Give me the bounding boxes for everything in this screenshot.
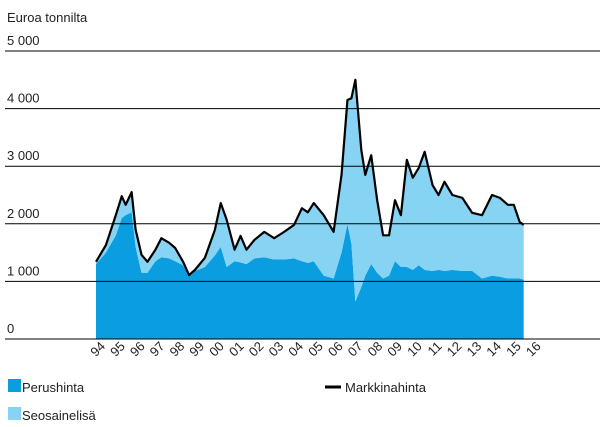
x-tick-label: 94 [87,339,108,360]
x-tick-label: 97 [147,339,168,360]
x-tick-label: 00 [206,339,227,360]
x-tick-label: 96 [127,339,148,360]
x-tick-label: 01 [226,339,247,360]
x-tick-label: 02 [246,339,267,360]
x-tick-label: 16 [523,339,544,360]
legend-swatch [8,407,21,420]
x-tick-label: 03 [265,339,286,360]
grid [5,50,600,340]
x-tick-label: 04 [285,339,306,360]
y-tick-label: 2 000 [7,206,40,221]
x-tick-label: 12 [444,339,465,360]
x-tick-label: 15 [503,339,524,360]
x-tick-label: 06 [325,339,346,360]
x-tick-label: 11 [425,339,445,359]
y-tick-label: 0 [7,321,14,336]
y-tick-label: 1 000 [7,263,40,278]
x-tick-label: 99 [186,339,207,360]
area [96,79,524,302]
x-tick-label: 95 [107,339,128,360]
x-tick-label: 13 [463,339,484,360]
plot-area [96,79,524,339]
x-tick-label: 08 [364,339,385,360]
legend-swatch [8,379,21,392]
y-axis-label: Euroa tonnilta [7,10,88,25]
legend-label: Seosainelisä [22,408,96,423]
x-tick-label: 05 [305,339,326,360]
x-tick-label: 10 [404,339,425,360]
area [96,212,524,339]
x-tick-label: 98 [166,339,187,360]
y-tick-label: 4 000 [7,91,40,106]
x-tick-label: 07 [345,339,366,360]
legend-label: Perushinta [22,380,85,395]
x-tick-label: 14 [483,339,504,360]
line [95,78,525,277]
y-tick-label: 5 000 [7,33,40,48]
x-tick-label: 09 [384,339,405,360]
legend-label: Markkinahinta [345,380,427,395]
y-tick-label: 3 000 [7,148,40,163]
